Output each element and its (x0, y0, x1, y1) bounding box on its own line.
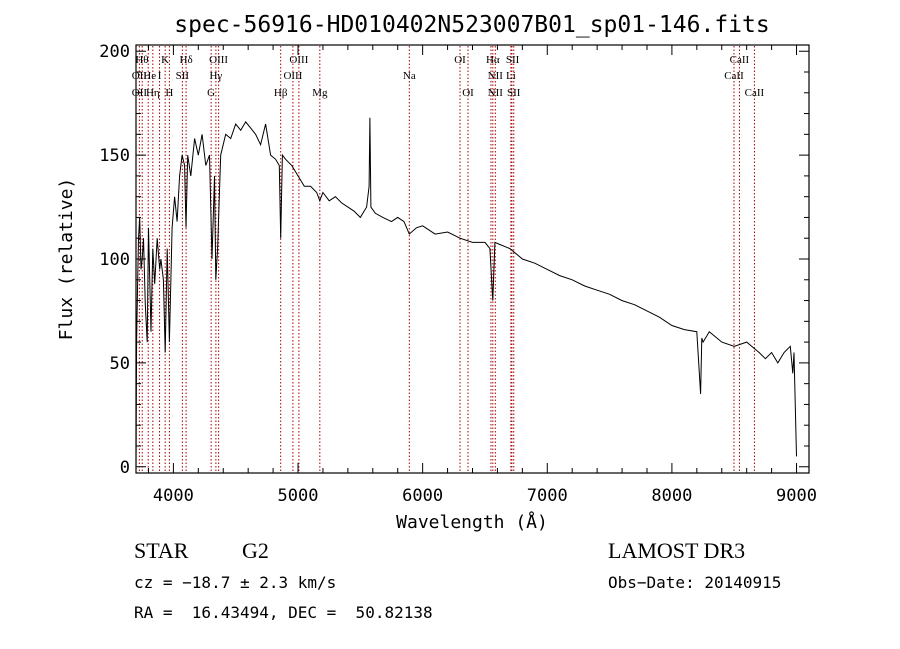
y-tick-label-100: 100 (99, 250, 130, 270)
marker-label-22: G (207, 87, 215, 99)
redshift-velocity: cz = −18.7 ± 2.3 km/s (134, 573, 337, 592)
marker-label-20: Hη (146, 87, 160, 99)
marker-label-21: H (165, 87, 173, 99)
marker-label-16: NII (488, 70, 504, 82)
x-tick-label-4000: 4000 (153, 486, 194, 506)
marker-label-7: SII (506, 54, 520, 66)
marker-label-0: Hθ (135, 54, 148, 66)
marker-label-28: CaII (745, 87, 765, 99)
marker-label-11: I (158, 70, 162, 82)
y-tick-label-200: 200 (99, 42, 130, 62)
marker-label-25: OI (462, 87, 474, 99)
line-markers (138, 46, 755, 472)
chart-title: spec-56916-HD010402N523007B01_sp01-146.f… (174, 12, 769, 38)
marker-label-13: Hγ (209, 70, 222, 82)
marker-label-12: SII (176, 70, 190, 82)
x-tick-label-9000: 9000 (776, 486, 817, 506)
marker-label-8: CaII (730, 54, 750, 66)
marker-label-3: OIII (209, 54, 228, 66)
object-subclass: G2 (242, 538, 269, 563)
marker-label-27: SII (507, 87, 521, 99)
spectrum-line (135, 117, 797, 467)
x-tick-label-5000: 5000 (278, 486, 319, 506)
plot-frame (135, 44, 810, 474)
marker-label-1: K (161, 54, 169, 66)
x-tick-label-8000: 8000 (651, 486, 692, 506)
marker-label-17: Li (506, 70, 516, 82)
x-axis: 4000 5000 6000 7000 8000 9000 (147, 45, 817, 506)
observation-date: Obs−Date: 20140915 (608, 573, 782, 592)
y-tick-label-0: 0 (120, 458, 130, 478)
y-tick-label-150: 150 (99, 146, 130, 166)
marker-label-18: CaII (724, 70, 744, 82)
marker-label-26: NII (488, 87, 504, 99)
object-class: STAR (134, 538, 189, 563)
x-tick-label-6000: 6000 (402, 486, 443, 506)
marker-label-10: He (143, 70, 156, 82)
marker-label-15: Na (403, 70, 416, 82)
y-tick-label-50: 50 (110, 354, 130, 374)
marker-label-23: Hβ (274, 87, 288, 99)
y-axis: 0 50 100 150 200 (99, 42, 809, 478)
x-tick-label-7000: 7000 (527, 486, 568, 506)
survey-name: LAMOST DR3 (608, 538, 746, 563)
y-axis-label: Flux (relative) (56, 178, 77, 341)
coordinates: RA = 16.43494, DEC = 50.82138 (134, 603, 433, 622)
x-axis-label: Wavelength (Å) (396, 511, 548, 533)
marker-label-14: OIII (283, 70, 302, 82)
marker-label-2: Hδ (180, 54, 193, 66)
marker-label-6: Hα (486, 54, 500, 66)
marker-label-5: OI (454, 54, 466, 66)
marker-label-4: OIII (289, 54, 308, 66)
marker-label-24: Mg (312, 87, 328, 99)
